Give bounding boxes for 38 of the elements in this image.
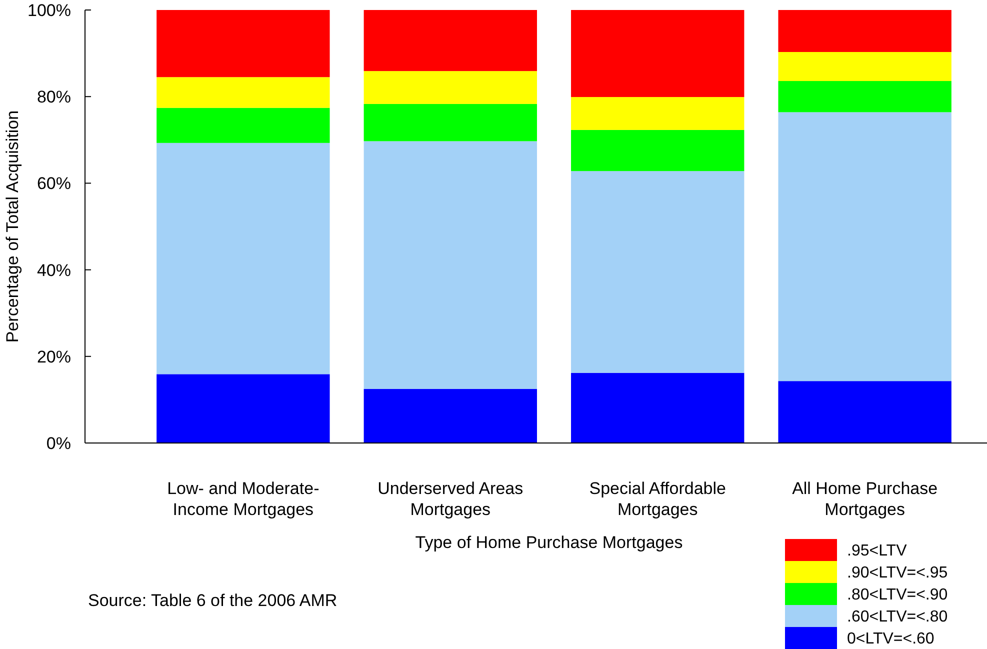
legend-label: .95<LTV	[847, 542, 908, 560]
bar	[156, 108, 330, 143]
bar	[364, 141, 537, 389]
legend-label: 0<LTV=<.60	[847, 630, 934, 648]
bar	[571, 372, 744, 443]
bar	[364, 10, 537, 72]
bar	[571, 10, 744, 98]
x-tick-label: Low- and Moderate-Income Mortgages	[167, 479, 320, 519]
bar	[364, 388, 537, 443]
x-tick-label: All Home Purchase Mortgages	[792, 479, 938, 519]
y-tick-label: 20%	[36, 347, 71, 366]
y-tick-label: 40%	[36, 260, 71, 280]
x-tick-label: Special Affordable Mortgages	[589, 479, 726, 519]
y-tick-label: 100%	[28, 0, 71, 20]
legend-label: .60<LTV=<.80	[847, 608, 948, 626]
y-axis-title: Percentage of Total Acquisition	[3, 110, 22, 343]
x-tick-label: Underserved Areas Mortgages	[378, 479, 524, 519]
source-note: Source: Table 6 of the 2006 AMR	[88, 591, 338, 610]
bar	[364, 104, 537, 142]
bar	[778, 381, 952, 443]
bar	[156, 10, 330, 78]
legend-label: .80<LTV=<.90	[847, 586, 948, 604]
bar	[778, 52, 952, 82]
bar	[571, 130, 744, 172]
bar	[571, 97, 744, 130]
bar	[156, 142, 330, 374]
bar	[571, 171, 744, 373]
x-axis-title: Type of Home Purchase Mortgages	[415, 533, 683, 552]
y-tick-label: 0%	[46, 434, 71, 453]
bar	[156, 77, 330, 108]
bar	[778, 81, 952, 112]
y-tick-label: 80%	[36, 88, 71, 107]
bar	[156, 374, 330, 443]
bar	[778, 10, 952, 52]
y-tick-label: 60%	[36, 174, 71, 194]
bar	[778, 112, 952, 382]
legend-label: .90<LTV=<.95	[847, 564, 948, 582]
bar	[364, 71, 537, 104]
